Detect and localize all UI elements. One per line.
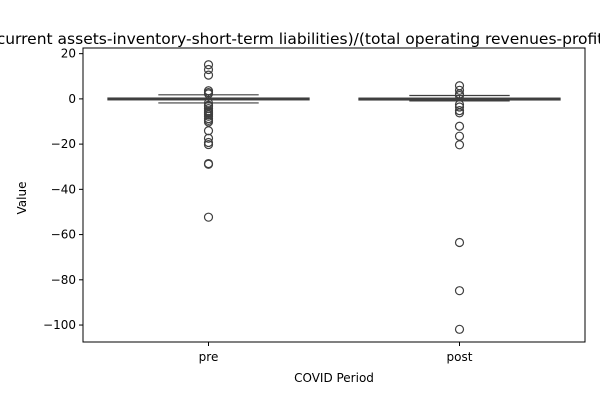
y-tick-label: −40 [51,182,76,196]
outlier-point [203,70,214,80]
outlier-point [203,89,214,99]
outlier-point [203,117,214,127]
outlier-point [454,102,465,112]
outlier-point [454,85,465,95]
outlier-point [454,324,465,334]
outlier-point [454,108,465,118]
outlier-point [454,90,465,101]
x-axis: pre post [199,342,473,364]
outlier-point [203,139,214,150]
x-tick-label-pre: pre [199,350,219,364]
x-tick-label-post: post [447,350,473,364]
y-tick-label: −100 [43,318,76,332]
box-group-pre [107,60,310,222]
outlier-point [454,140,465,150]
outlier-point [203,126,214,136]
outlier-point [454,121,465,131]
outlier-point [203,64,214,75]
outlier-point [203,133,214,143]
outlier-point [203,212,214,222]
y-tick-label: 0 [68,92,76,106]
x-axis-label: COVID Period [294,371,374,385]
plot-area [82,47,586,343]
outlier-point [203,159,214,169]
outlier-point [454,286,465,296]
boxes-layer [107,60,561,334]
y-tick-label: −80 [51,273,76,287]
y-tick-label: −60 [51,228,76,242]
outlier-point [454,237,465,248]
y-axis-label: Value [15,182,29,215]
outlier-point [454,131,465,141]
y-tick-label: −20 [51,137,76,151]
y-tick-label: 20 [61,47,76,61]
outlier-point [203,60,214,70]
chart-title: (current assets-inventory-short-term lia… [0,30,600,48]
y-axis: 20 0 −20 −40 −60 −80 −100 [43,47,83,332]
box-group-post [358,81,561,334]
